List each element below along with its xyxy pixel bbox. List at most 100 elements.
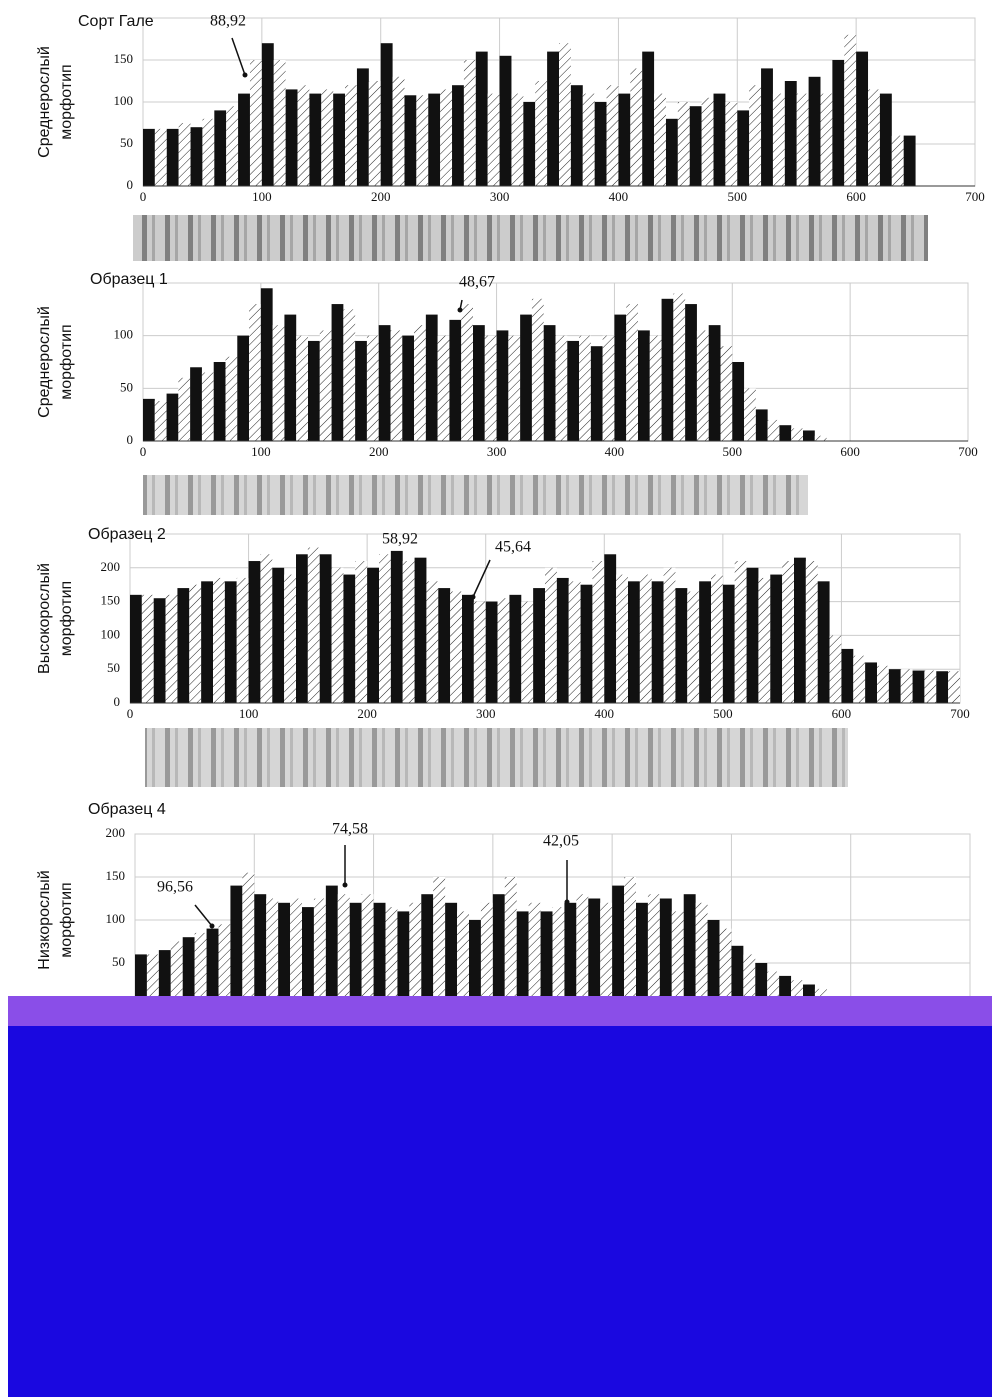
y-tick-label: 50 xyxy=(112,954,125,969)
y-tick-label: 150 xyxy=(106,868,126,883)
density-band xyxy=(734,561,747,703)
annotation-arrow xyxy=(472,559,491,598)
density-band xyxy=(559,43,571,187)
density-band xyxy=(533,588,545,703)
density-band xyxy=(331,304,344,441)
density-band xyxy=(153,598,166,703)
density-band xyxy=(924,670,937,703)
density-band xyxy=(567,340,580,441)
density-band xyxy=(461,304,473,441)
density-band xyxy=(630,68,643,186)
density-band xyxy=(349,902,362,1006)
y-axis-label: морфотип xyxy=(58,324,75,399)
density-band xyxy=(713,93,726,186)
annotation: 42,05 xyxy=(543,833,579,850)
x-tick-label: 200 xyxy=(357,706,377,721)
x-tick-label: 100 xyxy=(252,189,272,204)
density-band xyxy=(545,567,557,703)
annotation: 96,56 xyxy=(157,879,193,896)
density-band xyxy=(469,920,481,1006)
density-band xyxy=(749,85,762,186)
density-band xyxy=(528,902,541,1006)
density-band xyxy=(248,561,261,703)
density-band xyxy=(343,309,356,441)
density-band xyxy=(321,89,334,186)
y-tick-label: 100 xyxy=(101,626,121,641)
density-band xyxy=(701,97,714,186)
density-band xyxy=(504,877,517,1006)
x-tick-label: 700 xyxy=(958,444,978,459)
density-band xyxy=(570,85,583,186)
density-band xyxy=(190,127,203,186)
density-band xyxy=(414,557,427,703)
chart-title: Сорт Гале xyxy=(78,13,154,30)
y-axis-label: морфотип xyxy=(58,882,75,957)
y-tick-label: 0 xyxy=(127,432,134,447)
density-band xyxy=(449,319,462,441)
density-band xyxy=(767,419,780,441)
density-band xyxy=(720,346,733,441)
y-tick-label: 0 xyxy=(127,177,134,192)
chart-title: Образец 1 xyxy=(90,271,168,288)
density-band xyxy=(154,400,167,441)
density-band xyxy=(602,335,615,441)
density-band xyxy=(462,594,474,703)
density-band xyxy=(779,975,792,1006)
density-band xyxy=(509,594,522,703)
density-band xyxy=(437,335,450,441)
density-band xyxy=(189,584,202,703)
density-band xyxy=(592,561,605,703)
y-axis-label: морфотип xyxy=(58,64,75,139)
density-band xyxy=(649,335,662,441)
density-band xyxy=(428,93,441,186)
density-band xyxy=(661,298,674,441)
density-band xyxy=(779,425,792,441)
density-band xyxy=(201,372,214,441)
annotation-arrowhead xyxy=(564,899,570,905)
density-band xyxy=(744,388,756,441)
density-band xyxy=(242,872,255,1006)
density-band xyxy=(206,928,219,1006)
density-band xyxy=(225,356,238,441)
density-band xyxy=(445,902,458,1006)
density-band xyxy=(636,902,648,1006)
x-tick-label: 500 xyxy=(728,189,748,204)
density-band xyxy=(380,43,393,187)
density-band xyxy=(936,671,949,703)
density-band xyxy=(675,588,688,703)
density-band xyxy=(254,894,267,1006)
density-band xyxy=(214,110,227,186)
density-band xyxy=(487,93,500,186)
density-band xyxy=(737,110,750,186)
density-band xyxy=(425,314,438,441)
density-band xyxy=(755,963,768,1006)
density-band xyxy=(791,980,803,1006)
density-band xyxy=(547,51,559,186)
density-band xyxy=(521,601,534,703)
density-band xyxy=(552,907,565,1006)
y-tick-label: 200 xyxy=(101,559,121,574)
density-band xyxy=(390,550,403,703)
y-tick-label: 50 xyxy=(107,660,120,675)
density-band xyxy=(689,106,702,186)
density-band xyxy=(808,76,821,186)
density-band xyxy=(154,128,167,186)
density-band xyxy=(755,409,768,441)
density-band xyxy=(272,325,285,441)
density-band xyxy=(891,135,904,186)
y-tick-label: 100 xyxy=(114,327,134,342)
density-band xyxy=(249,304,261,441)
density-band xyxy=(604,554,617,703)
density-band xyxy=(556,577,569,703)
density-band xyxy=(182,937,195,1006)
y-axis-label: Высокорослый xyxy=(36,563,53,674)
density-band xyxy=(677,102,690,186)
density-band xyxy=(496,330,509,441)
density-band xyxy=(272,567,285,703)
density-band xyxy=(642,51,655,186)
density-band xyxy=(284,574,296,703)
density-band xyxy=(564,902,577,1006)
density-band xyxy=(725,102,738,186)
gel-strip xyxy=(143,475,808,515)
